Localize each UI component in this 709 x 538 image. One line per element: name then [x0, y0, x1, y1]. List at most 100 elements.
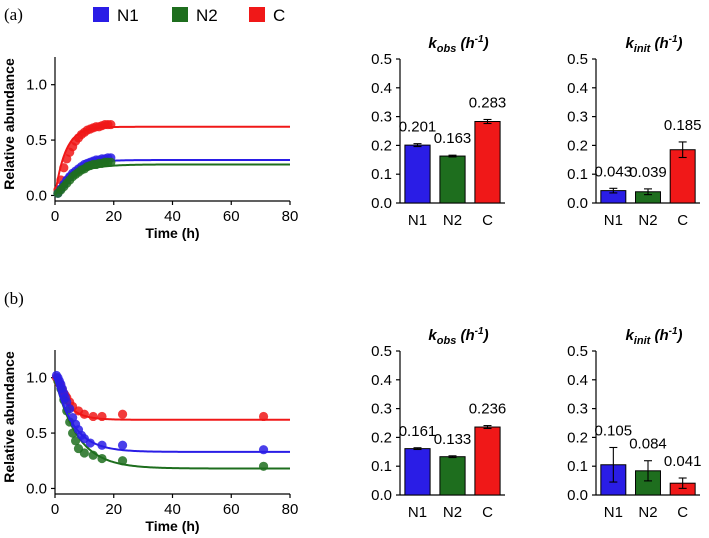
chart-title: kobs (h-1) [428, 34, 488, 55]
bar-n2 [439, 456, 466, 496]
y-tick-label: 0.2 [567, 137, 588, 154]
value-label-n2: 0.163 [434, 130, 472, 147]
y-tick-label: 0.3 [567, 401, 588, 418]
kinit-bar-chart-b: 0.0 0.1 0.2 0.3 0.4 0.5 0.105 N1 0.084 N2 0.041 Cki… [567, 326, 701, 521]
data-point-n2 [117, 456, 128, 466]
category-label-n2: N2 [638, 504, 657, 521]
y-tick-label: 0.1 [371, 166, 392, 183]
x-tick-label: 0 [51, 208, 59, 225]
chart-title: kobs (h-1) [428, 326, 488, 347]
data-point-n1 [117, 440, 128, 450]
y-tick-label: 0.2 [371, 137, 392, 154]
title-superscript: -1 [475, 34, 484, 45]
value-label-n1: 0.161 [399, 423, 437, 440]
y-tick-label: 0.3 [371, 401, 392, 418]
title-subscript: obs [437, 43, 457, 55]
data-point-n2 [106, 157, 116, 167]
data-point-n2 [88, 450, 98, 460]
data-point-c [117, 409, 128, 419]
x-tick-label: 0 [51, 501, 59, 518]
data-point-c [59, 163, 69, 173]
x-tick-label: 60 [223, 501, 240, 518]
y-axis-label: Relative abundance [1, 351, 17, 483]
title-symbol: k [428, 327, 437, 344]
title-close: ) [676, 35, 683, 52]
category-label-c: C [482, 504, 493, 521]
data-point-n1 [97, 440, 107, 450]
title-subscript: init [634, 43, 652, 55]
bar-c [474, 426, 501, 496]
category-label-c: C [482, 212, 493, 229]
kobs-bar-chart-a: 0.0 0.1 0.2 0.3 0.4 0.5 0.201 N1 0.163 N2 0.283 Cko… [371, 34, 506, 229]
y-tick-label: 0.3 [371, 109, 392, 126]
x-axis-label: Time (h) [145, 518, 199, 534]
data-point-c [97, 411, 107, 422]
value-label-n1: 0.105 [595, 422, 633, 439]
panel-label-b: (b) [4, 289, 24, 308]
category-label-c: C [677, 212, 688, 229]
x-tick-label: 80 [282, 208, 299, 225]
y-tick-label: 0.3 [567, 109, 588, 126]
data-point-n2 [70, 436, 81, 446]
y-tick-label: 0.0 [26, 480, 47, 497]
kinetics-plot-b: 0 20 40 60 80 0.0 0.5 1.0 Time (h) Relative abund… [1, 350, 298, 534]
category-label-n2: N2 [443, 504, 462, 521]
x-tick-label: 60 [223, 208, 240, 225]
y-tick-label: 0.2 [567, 429, 588, 446]
y-tick-label: 1.0 [26, 370, 47, 387]
y-tick-label: 0.5 [567, 51, 588, 68]
x-axis-label: Time (h) [145, 225, 199, 241]
legend-swatch-c [249, 7, 265, 22]
y-tick-label: 0.5 [26, 132, 47, 149]
title-unit: (h [650, 35, 668, 52]
kobs-bar-chart-b: 0.0 0.1 0.2 0.3 0.4 0.5 0.161 N1 0.133 N2 0.236 Cko… [371, 326, 506, 521]
value-label-c: 0.236 [469, 401, 507, 418]
value-label-c: 0.283 [469, 94, 507, 111]
title-unit: (h [456, 327, 474, 344]
legend-swatch-n1 [93, 7, 109, 22]
bar-c [669, 149, 696, 204]
category-label-n1: N1 [604, 212, 623, 229]
data-point-n1 [65, 404, 75, 414]
data-point-n1 [258, 445, 269, 455]
data-point-c [106, 119, 116, 130]
data-point-n2 [97, 453, 107, 464]
y-tick-label: 0.0 [371, 195, 392, 212]
y-tick-label: 0.4 [371, 372, 392, 389]
title-subscript: obs [437, 335, 457, 347]
title-close: ) [482, 327, 489, 344]
panel-label-a: (a) [4, 5, 23, 24]
y-tick-label: 0.1 [567, 458, 588, 475]
data-point-n2 [258, 461, 269, 471]
y-tick-label: 0.1 [371, 458, 392, 475]
value-label-c: 0.041 [664, 453, 702, 470]
x-tick-label: 40 [164, 208, 181, 225]
x-tick-label: 40 [164, 501, 181, 518]
data-point-n2 [79, 448, 89, 458]
data-point-c [79, 409, 89, 419]
y-axis-label: Relative abundance [1, 58, 17, 190]
legend-label-c: C [273, 6, 285, 25]
data-point-c [258, 411, 269, 422]
chart-title: kinit (h-1) [625, 326, 682, 347]
value-label-n2: 0.133 [434, 431, 472, 448]
y-tick-label: 0.5 [371, 343, 392, 360]
x-tick-label: 80 [282, 501, 299, 518]
y-tick-label: 0.4 [371, 80, 392, 97]
data-point-c [88, 411, 98, 422]
category-label-c: C [677, 504, 688, 521]
kinetics-plot-a: 0 20 40 60 80 0.0 0.5 1.0 Time (h) Relative abund… [1, 57, 298, 241]
value-label-n2: 0.084 [629, 436, 667, 453]
y-tick-label: 0.4 [567, 80, 588, 97]
legend-swatch-n2 [172, 7, 188, 22]
kinit-bar-chart-a: 0.0 0.1 0.2 0.3 0.4 0.5 0.043 N1 0.039 N2 0.185 Cki… [567, 34, 701, 229]
y-tick-label: 0.5 [26, 425, 47, 442]
data-point-n1 [85, 438, 95, 448]
y-tick-label: 0.2 [371, 429, 392, 446]
category-label-n2: N2 [443, 212, 462, 229]
title-superscript: -1 [475, 326, 484, 337]
category-label-n2: N2 [638, 212, 657, 229]
value-label-n1: 0.043 [595, 163, 633, 180]
title-superscript: -1 [669, 326, 678, 337]
